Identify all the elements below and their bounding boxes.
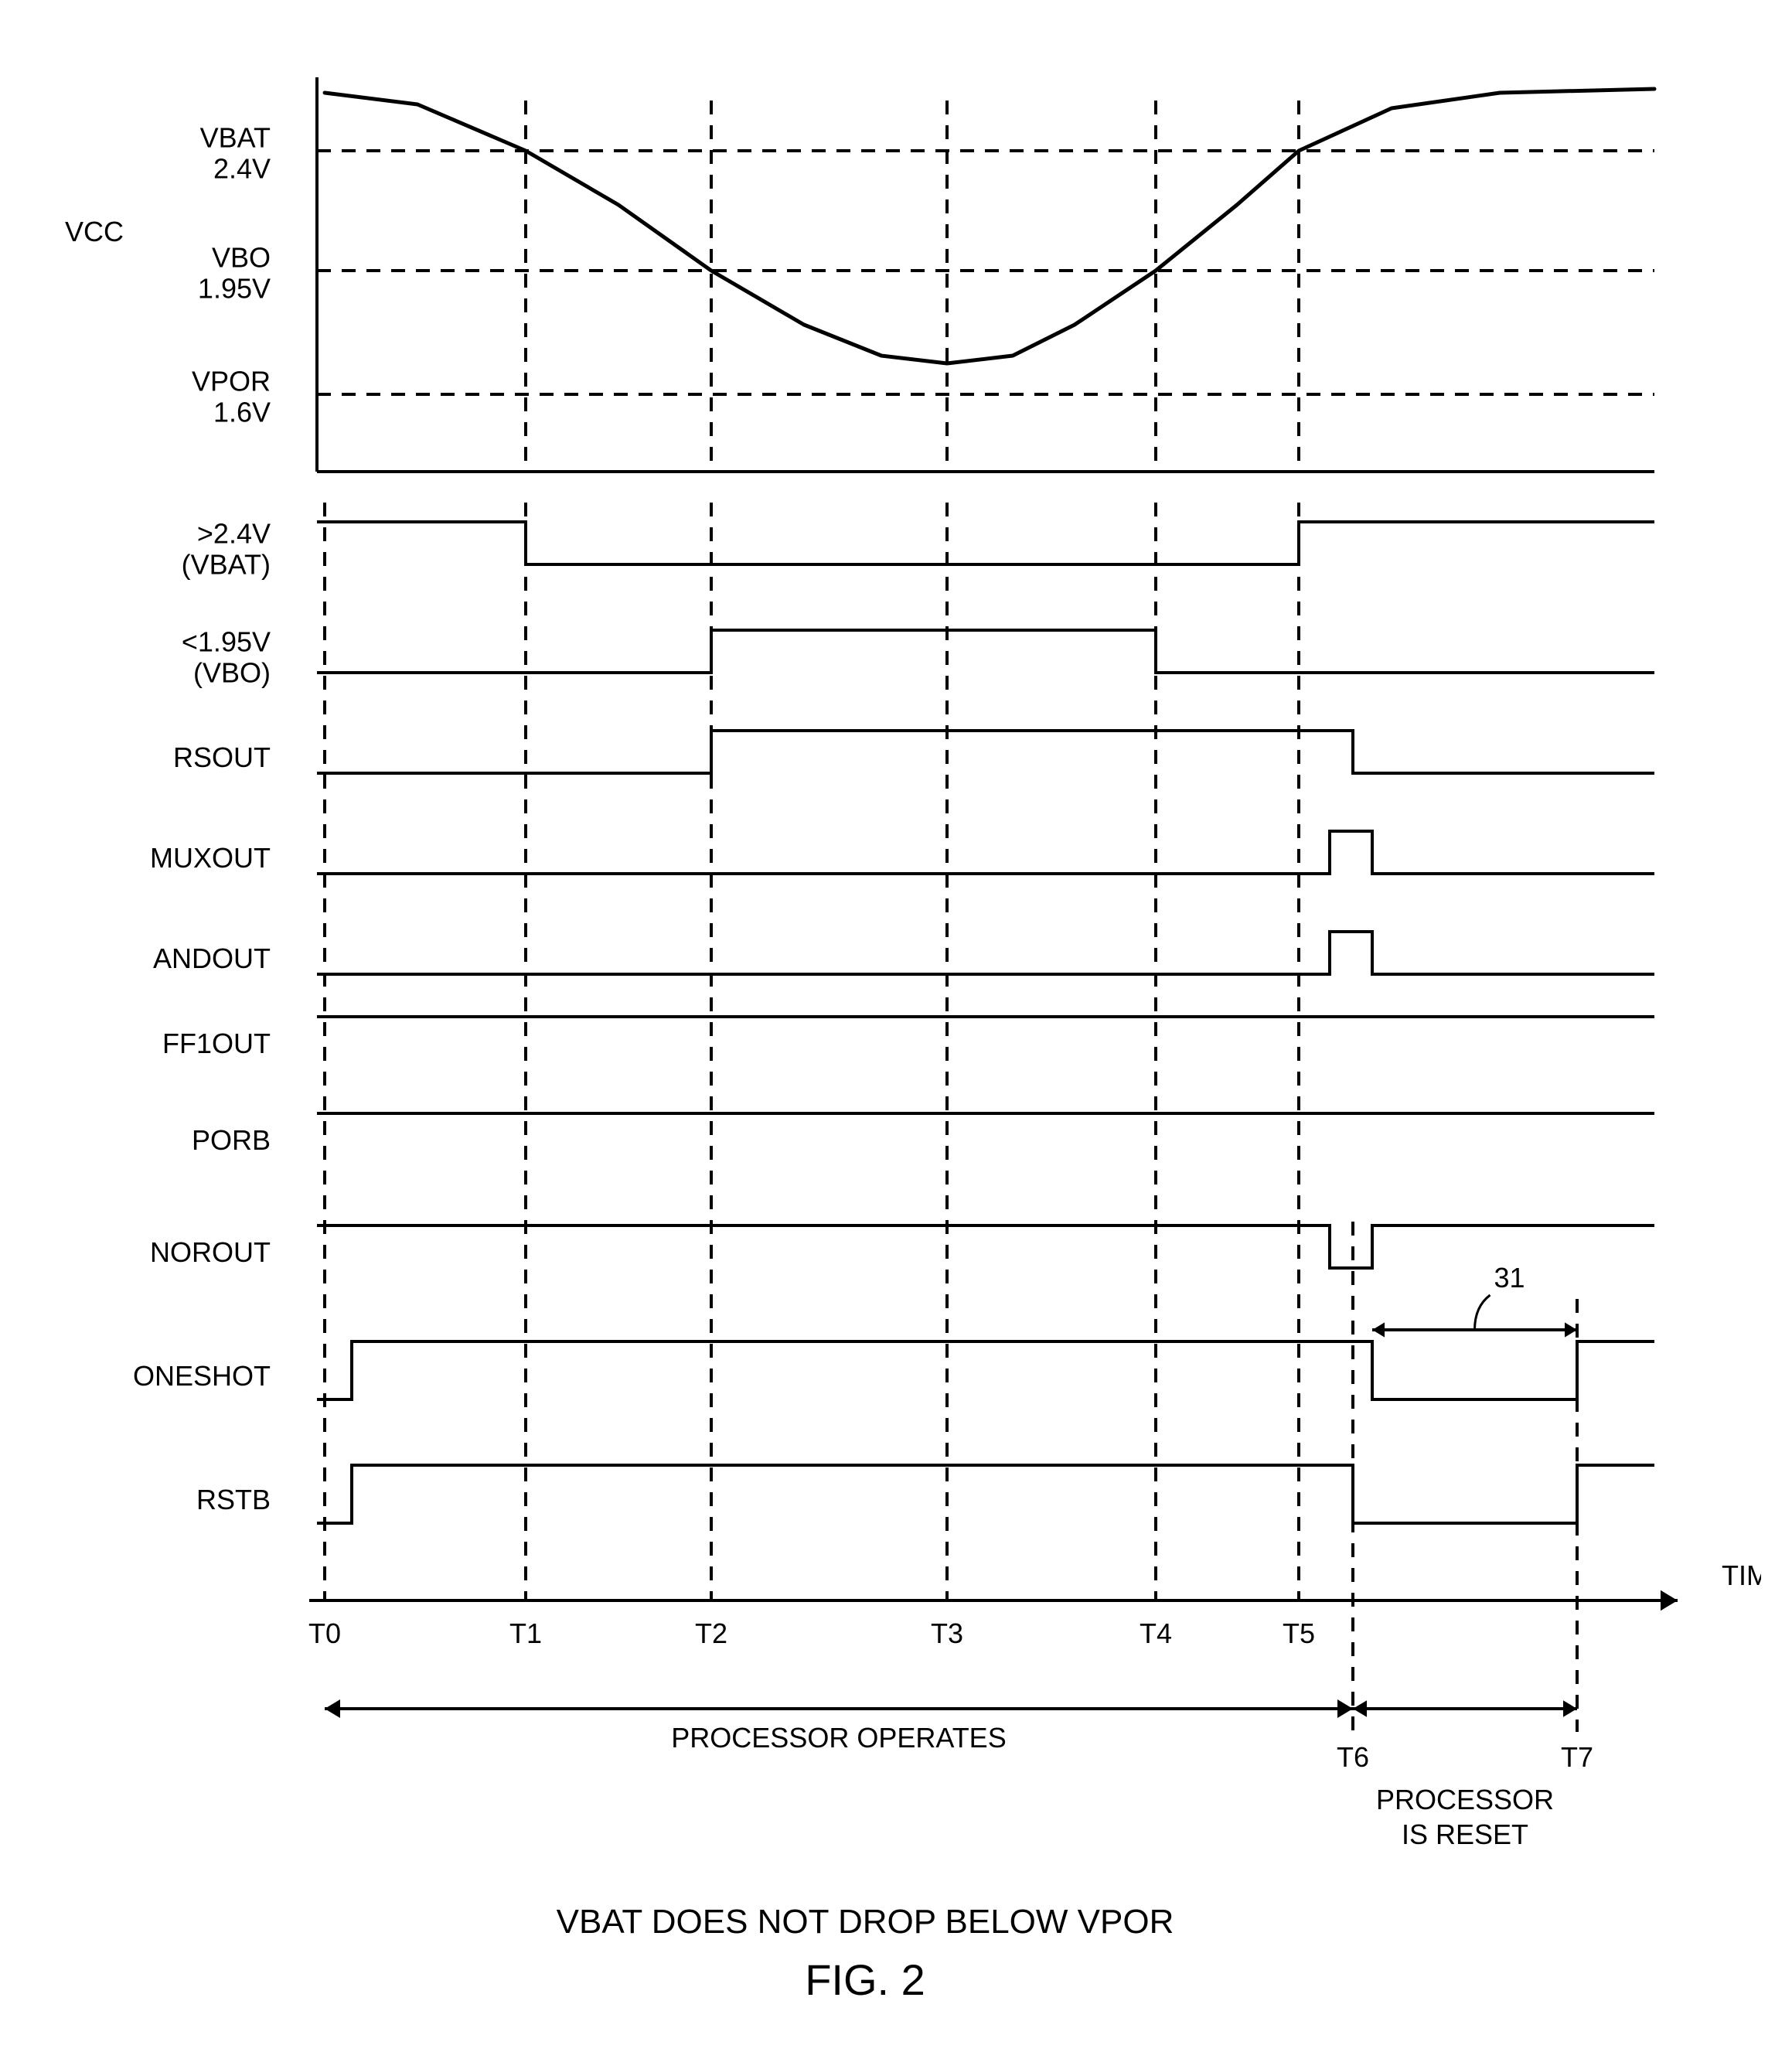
timing-diagram: VBAT2.4V VBO1.95V VPOR1.6V VCC >2.4V(VBAT) <1…: [31, 31, 1761, 2021]
signal-waveform: [317, 731, 1654, 773]
signal-label: PORB: [192, 1124, 271, 1156]
signal-label: MUXOUT: [150, 842, 271, 874]
vcc-level-value: 2.4V: [213, 153, 271, 185]
time-tick: T4: [1140, 1617, 1172, 1649]
signal-sublabel: (VBAT): [182, 549, 271, 581]
time-tick: T2: [695, 1617, 727, 1649]
signal-waveform: [317, 1341, 1654, 1399]
ref-marker-label: 31: [1494, 1262, 1525, 1294]
time-tick: T6: [1337, 1741, 1369, 1773]
signal-waveform: [317, 831, 1654, 874]
signal-label: >2.4V: [197, 518, 271, 550]
vcc-level-name: VBAT: [200, 122, 271, 154]
signal-waveform: [317, 1225, 1654, 1268]
time-tick: T5: [1283, 1617, 1315, 1649]
vcc-level-value: 1.95V: [198, 273, 271, 305]
time-tick: T3: [931, 1617, 963, 1649]
signal-label: NOROUT: [150, 1236, 271, 1268]
signal-waveform: [317, 630, 1654, 673]
signal-label: RSTB: [196, 1484, 271, 1515]
time-tick: T0: [308, 1617, 341, 1649]
signal-label: RSOUT: [173, 741, 271, 773]
time-tick: T1: [509, 1617, 542, 1649]
vcc-level-name: VPOR: [192, 366, 271, 397]
signal-waveform: [317, 932, 1654, 974]
signal-label: ONESHOT: [133, 1360, 271, 1392]
figure-label: FIG. 2: [805, 1955, 925, 2004]
signal-waveform: [317, 522, 1654, 564]
vcc-level-name: VBO: [212, 242, 271, 274]
signal-label: FF1OUT: [162, 1028, 271, 1059]
vcc-axis-label: VCC: [65, 216, 124, 247]
signal-label: <1.95V: [182, 626, 271, 658]
signal-sublabel: (VBO): [193, 657, 271, 689]
diagram-svg: VBAT2.4V VBO1.95V VPOR1.6V VCC >2.4V(VBAT) <1…: [31, 31, 1761, 2021]
signal-label: ANDOUT: [153, 942, 271, 974]
time-tick: T7: [1561, 1741, 1593, 1773]
time-axis-label: TIME: [1722, 1559, 1761, 1591]
vcc-level-value: 1.6V: [213, 397, 271, 428]
annotation-processor-reset-2: IS RESET: [1402, 1819, 1528, 1850]
signal-waveform: [317, 1465, 1654, 1523]
annotation-processor-reset-1: PROCESSOR: [1376, 1784, 1554, 1815]
annotation-processor-operates: PROCESSOR OPERATES: [671, 1722, 1006, 1754]
caption: VBAT DOES NOT DROP BELOW VPOR: [557, 1903, 1174, 1941]
